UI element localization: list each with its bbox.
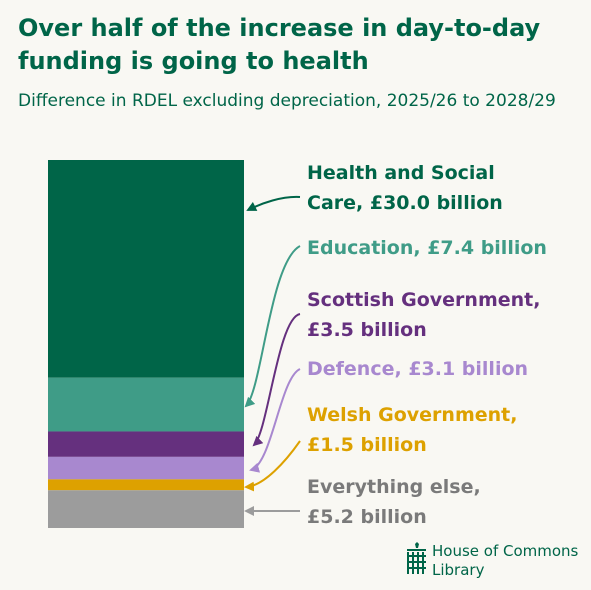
segment-label: Education, £7.4 billion: [307, 237, 547, 259]
segment-label: Everything else, £5.2 billion: [307, 476, 481, 528]
bar-segment-welsh-government: [48, 479, 244, 491]
segment-label: Scottish Government, £3.5 billion: [307, 289, 541, 341]
segment-label: Defence, £3.1 billion: [307, 358, 529, 380]
connector-arrow: [244, 245, 301, 408]
bar-segment-education: [48, 377, 244, 432]
house-of-commons-library-logo: House of Commons Library: [432, 542, 578, 580]
logo-line-1: House of Commons: [432, 542, 579, 560]
segment-label: Health and Social Care, £30.0 billion: [307, 162, 503, 214]
chart-subtitle: Difference in RDEL excluding depreciatio…: [18, 91, 556, 111]
connector-arrow: [244, 440, 301, 492]
portcullis-icon: [407, 542, 426, 574]
bar-segment-everything-else: [48, 490, 244, 528]
connector-arrow: [249, 368, 301, 473]
chart-title: Over half of the increase in day-to-day …: [18, 14, 541, 75]
bar-segment-defence: [48, 456, 244, 480]
connector-arrow: [252, 313, 301, 447]
segment-label: Welsh Government, £1.5 billion: [307, 404, 518, 456]
connector-arrow: [246, 195, 301, 211]
bar-segment-health-and-social-care: [48, 160, 244, 378]
bar-segment-scottish-government: [48, 431, 244, 457]
logo-line-2: Library: [432, 561, 485, 579]
